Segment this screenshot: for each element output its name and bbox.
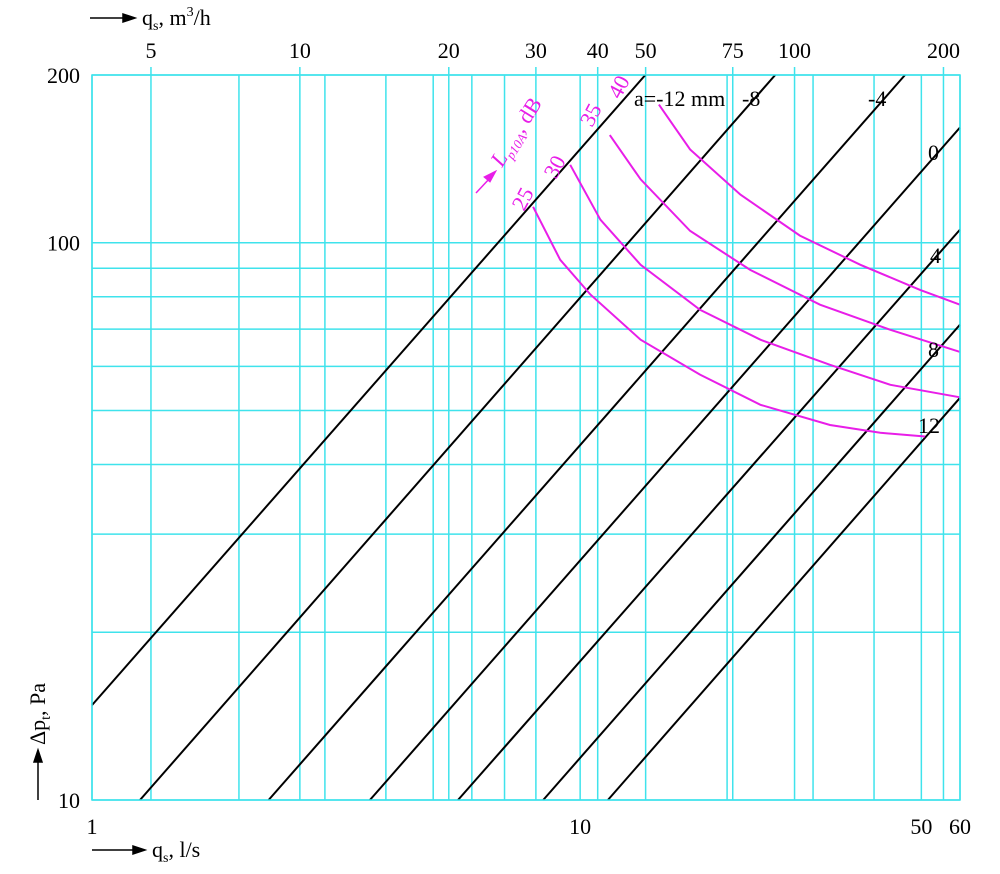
x2-tick-label: 50 <box>635 38 657 63</box>
noise-arrow <box>475 169 498 194</box>
line <box>91 74 647 706</box>
line <box>267 74 906 801</box>
x2-tick-label: 40 <box>587 38 609 63</box>
x-tick-label: 60 <box>949 814 971 839</box>
y-tick-label: 10 <box>58 788 80 813</box>
line-label: 0 <box>928 140 939 165</box>
x2-tick-label: 10 <box>289 38 311 63</box>
x-axis-label: qs, l/s <box>152 837 200 866</box>
label-part: q <box>152 837 163 862</box>
x-tick-label: 1 <box>87 814 98 839</box>
plot-frame <box>91 74 961 801</box>
axis-arrows <box>32 12 148 856</box>
x2-tick-label: 20 <box>438 38 460 63</box>
line-label: -8 <box>742 86 760 111</box>
label-part: 3 <box>187 5 194 20</box>
curves <box>91 74 961 801</box>
x-tick-label: 10 <box>569 814 591 839</box>
noise-label: Lp10A, dB <box>485 93 550 173</box>
line-label: 8 <box>928 337 939 362</box>
line-label: a=-12 mm <box>634 86 725 111</box>
x2-tick-label: 5 <box>145 38 156 63</box>
y-tick-label: 200 <box>47 63 80 88</box>
line <box>607 397 961 801</box>
label-part: t <box>39 716 54 720</box>
x2-tick-label: 75 <box>722 38 744 63</box>
line <box>139 74 776 801</box>
noise-curve <box>532 206 926 438</box>
line-label: 12 <box>918 413 940 438</box>
arrow-head <box>122 12 138 24</box>
noise-curve <box>658 104 961 306</box>
label-part: s <box>153 19 158 34</box>
x2-tick-label: 200 <box>927 38 960 63</box>
noise-curve <box>608 134 961 353</box>
line-label: -4 <box>868 86 886 111</box>
label-part: , Pa <box>25 683 50 716</box>
noise-curve-label: 30 <box>538 151 570 182</box>
arrow-head <box>483 169 498 183</box>
y-axis-label: Δpt, Pa <box>25 683 54 745</box>
label-part: , l/s <box>168 837 200 862</box>
x-tick-label: 50 <box>910 814 932 839</box>
noise-curve <box>569 164 961 399</box>
label-part: Δp <box>25 720 50 745</box>
y-tick-label: 100 <box>47 231 80 256</box>
arrow-head <box>32 747 44 763</box>
grid <box>91 67 961 801</box>
line-label: 4 <box>930 243 941 268</box>
x2-tick-label: 30 <box>525 38 547 63</box>
label-part: , m <box>158 5 186 30</box>
arrow-head <box>132 844 148 856</box>
line <box>542 323 961 801</box>
label-part: s <box>163 851 168 866</box>
line <box>369 126 961 801</box>
label-part: , dB <box>506 93 547 137</box>
x2-tick-label: 100 <box>778 38 811 63</box>
x2-axis-label: qs, m3/h <box>142 5 211 34</box>
label-part: /h <box>194 5 211 30</box>
label-part: q <box>142 5 153 30</box>
noise-curve-label: 40 <box>602 71 634 102</box>
